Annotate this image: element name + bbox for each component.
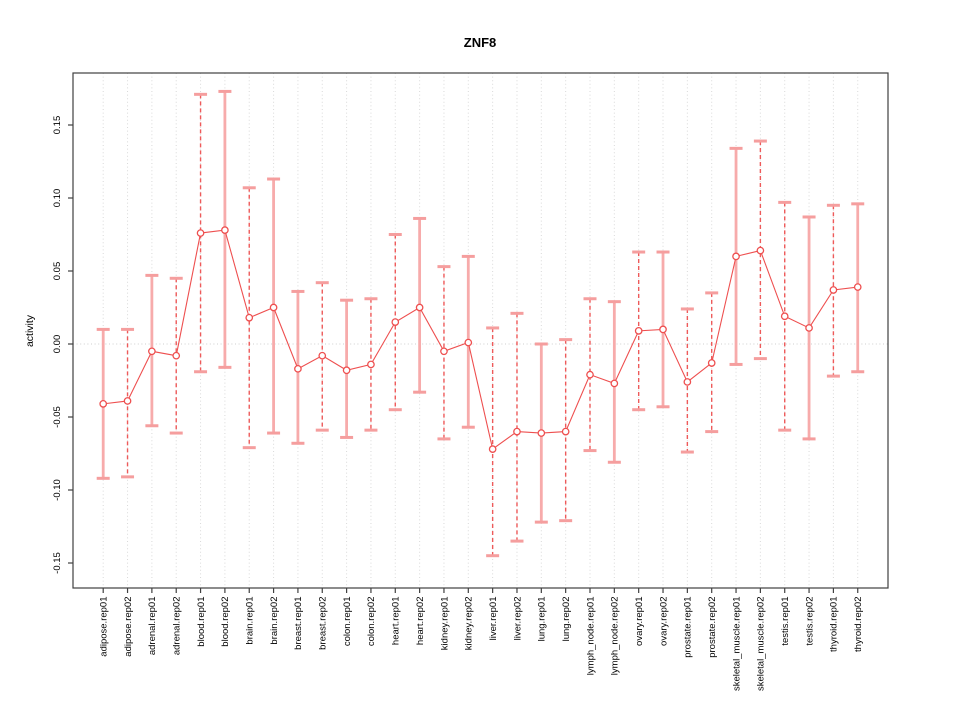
x-tick-label: heart.rep01: [391, 597, 402, 646]
data-point: [221, 226, 229, 234]
x-tick-label: testis.rep01: [780, 597, 791, 646]
data-point: [342, 366, 351, 375]
x-tick-label: kidney.rep01: [439, 597, 450, 651]
data-point: [756, 246, 765, 255]
x-tick-label: adipose.rep01: [99, 597, 110, 657]
y-tick-label: -0.15: [52, 552, 63, 574]
data-point: [245, 313, 254, 322]
data-point: [464, 338, 473, 347]
data-point: [196, 229, 205, 237]
y-tick-label: 0.15: [52, 116, 63, 135]
data-point: [707, 359, 716, 367]
data-point: [269, 303, 278, 312]
data-point: [123, 397, 132, 405]
x-tick-label: skeletal_muscle.rep01: [731, 597, 742, 692]
data-point: [659, 325, 667, 334]
y-tick-label: 0.00: [52, 335, 63, 354]
series-line: [103, 229, 858, 451]
y-tick-label: -0.05: [52, 406, 63, 428]
y-axis-label: activity: [24, 314, 36, 347]
data-point: [634, 327, 643, 335]
data-point: [586, 370, 594, 379]
data-point: [853, 283, 862, 291]
x-tick-label: adipose.rep02: [123, 597, 134, 657]
x-tick-label: colon.rep01: [342, 597, 353, 647]
data-point: [610, 379, 619, 388]
data-point: [148, 347, 156, 356]
data-point: [561, 427, 570, 436]
y-tick-label: -0.10: [52, 479, 63, 501]
data-point: [537, 429, 546, 437]
x-tick-label: blood.rep02: [220, 597, 231, 647]
data-point: [172, 351, 181, 360]
x-tick-label: prostate.rep01: [683, 597, 694, 658]
x-tick-label: ovary.rep02: [658, 597, 669, 646]
data-point: [367, 360, 375, 369]
x-tick-label: kidney.rep02: [464, 597, 475, 651]
x-tick-label: thyroid.rep01: [829, 597, 840, 652]
data-point: [294, 364, 302, 373]
x-tick-label: breast.rep01: [293, 597, 304, 650]
data-point: [780, 312, 789, 321]
x-tick-label: colon.rep02: [366, 597, 377, 647]
x-tick-label: testis.rep02: [804, 597, 815, 646]
data-point: [488, 445, 497, 453]
x-tick-label: lung.rep02: [561, 597, 572, 642]
x-tick-label: thyroid.rep02: [853, 597, 864, 652]
x-tick-label: lung.rep01: [537, 597, 548, 642]
x-tick-label: adrenal.rep02: [172, 597, 183, 656]
x-tick-label: heart.rep02: [415, 597, 426, 646]
x-tick-label: blood.rep01: [196, 597, 207, 647]
x-tick-label: liver.rep01: [488, 597, 499, 641]
x-tick-label: lymph_node.rep01: [585, 597, 596, 676]
x-tick-label: skeletal_muscle.rep02: [756, 597, 767, 692]
chart-title: ZNF8: [464, 35, 497, 50]
x-tick-label: brain.rep02: [269, 597, 280, 645]
x-tick-label: ovary.rep01: [634, 597, 645, 646]
data-point: [732, 252, 740, 261]
plot-area: 0.15 0.10 0.05 0.00 -0.05 -0.10 -0.15 adipose.r…: [52, 72, 889, 692]
data-point: [829, 286, 838, 294]
data-point: [318, 351, 327, 360]
data-point: [99, 400, 108, 408]
plot-border: [72, 72, 889, 589]
data-point: [805, 324, 813, 332]
x-tick-label: liver.rep02: [512, 597, 523, 641]
data-point: [440, 347, 448, 356]
y-tick-label: 0.05: [52, 262, 63, 281]
y-tick-label: 0.10: [52, 189, 63, 208]
x-tick-label: breast.rep02: [318, 597, 329, 650]
x-tick-label: lymph_node.rep02: [610, 597, 621, 676]
x-tick-label: adrenal.rep01: [147, 597, 158, 656]
x-tick-label: prostate.rep02: [707, 597, 718, 658]
x-tick-label: brain.rep01: [245, 597, 256, 645]
data-point: [415, 303, 424, 312]
data-point: [391, 318, 400, 326]
data-point: [683, 378, 692, 386]
data-point: [513, 427, 521, 436]
